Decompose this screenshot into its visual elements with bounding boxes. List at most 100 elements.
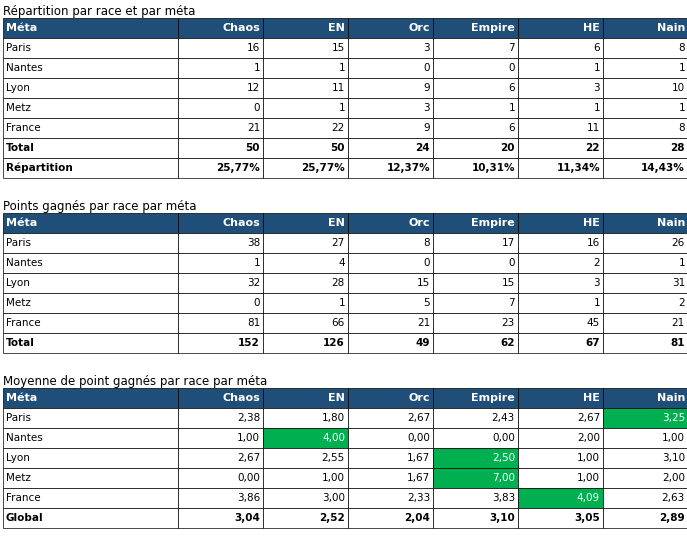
Text: 32: 32 bbox=[247, 278, 260, 288]
Bar bbox=[178, 293, 263, 313]
Text: HE: HE bbox=[583, 218, 600, 228]
Text: 2,67: 2,67 bbox=[407, 413, 430, 423]
Bar bbox=[3, 233, 178, 253]
Bar bbox=[3, 58, 178, 78]
Bar bbox=[348, 253, 433, 273]
Text: 27: 27 bbox=[332, 238, 345, 248]
Bar bbox=[603, 468, 687, 488]
Bar bbox=[348, 158, 433, 178]
Text: 38: 38 bbox=[247, 238, 260, 248]
Text: 15: 15 bbox=[502, 278, 515, 288]
Text: Empire: Empire bbox=[471, 218, 515, 228]
Bar bbox=[263, 313, 348, 333]
Text: 81: 81 bbox=[671, 338, 685, 348]
Text: 31: 31 bbox=[672, 278, 685, 288]
Bar bbox=[518, 18, 603, 38]
Text: 2,04: 2,04 bbox=[404, 513, 430, 523]
Bar bbox=[518, 428, 603, 448]
Text: Méta: Méta bbox=[6, 23, 37, 33]
Bar bbox=[178, 213, 263, 233]
Text: 8: 8 bbox=[678, 123, 685, 133]
Bar bbox=[518, 273, 603, 293]
Bar bbox=[348, 468, 433, 488]
Text: 1,67: 1,67 bbox=[407, 453, 430, 463]
Text: 1: 1 bbox=[594, 103, 600, 113]
Bar bbox=[3, 488, 178, 508]
Text: 11: 11 bbox=[587, 123, 600, 133]
Text: Total: Total bbox=[6, 143, 35, 153]
Text: 2,67: 2,67 bbox=[237, 453, 260, 463]
Bar bbox=[518, 138, 603, 158]
Bar bbox=[3, 428, 178, 448]
Text: Lyon: Lyon bbox=[6, 278, 30, 288]
Bar bbox=[433, 388, 518, 408]
Bar bbox=[433, 98, 518, 118]
Text: 15: 15 bbox=[332, 43, 345, 53]
Bar bbox=[3, 138, 178, 158]
Text: 2,63: 2,63 bbox=[662, 493, 685, 503]
Bar bbox=[3, 508, 178, 528]
Bar bbox=[603, 333, 687, 353]
Bar bbox=[603, 313, 687, 333]
Text: 1: 1 bbox=[594, 63, 600, 73]
Bar bbox=[263, 58, 348, 78]
Text: 7,00: 7,00 bbox=[492, 473, 515, 483]
Text: 5: 5 bbox=[423, 298, 430, 308]
Bar bbox=[518, 468, 603, 488]
Bar bbox=[603, 78, 687, 98]
Text: 4,00: 4,00 bbox=[322, 433, 345, 443]
Bar bbox=[348, 273, 433, 293]
Text: 2: 2 bbox=[678, 298, 685, 308]
Text: Total: Total bbox=[6, 338, 35, 348]
Bar bbox=[518, 38, 603, 58]
Text: 16: 16 bbox=[587, 238, 600, 248]
Text: 1,67: 1,67 bbox=[407, 473, 430, 483]
Text: 66: 66 bbox=[332, 318, 345, 328]
Text: 3: 3 bbox=[594, 83, 600, 93]
Bar bbox=[348, 488, 433, 508]
Bar bbox=[263, 213, 348, 233]
Text: 9: 9 bbox=[423, 83, 430, 93]
Bar bbox=[348, 388, 433, 408]
Text: 20: 20 bbox=[501, 143, 515, 153]
Text: 22: 22 bbox=[332, 123, 345, 133]
Text: 50: 50 bbox=[330, 143, 345, 153]
Bar bbox=[178, 233, 263, 253]
Text: 21: 21 bbox=[417, 318, 430, 328]
Text: 4,09: 4,09 bbox=[577, 493, 600, 503]
Text: 2,89: 2,89 bbox=[660, 513, 685, 523]
Text: 12: 12 bbox=[247, 83, 260, 93]
Bar bbox=[3, 213, 178, 233]
Text: 0: 0 bbox=[254, 103, 260, 113]
Text: 10,31%: 10,31% bbox=[471, 163, 515, 173]
Bar bbox=[263, 98, 348, 118]
Bar bbox=[518, 118, 603, 138]
Bar bbox=[3, 293, 178, 313]
Text: 25,77%: 25,77% bbox=[302, 163, 345, 173]
Bar bbox=[3, 388, 178, 408]
Text: 3: 3 bbox=[423, 43, 430, 53]
Text: 0: 0 bbox=[508, 63, 515, 73]
Bar bbox=[433, 293, 518, 313]
Text: 1: 1 bbox=[254, 258, 260, 268]
Bar bbox=[263, 333, 348, 353]
Text: Global: Global bbox=[6, 513, 44, 523]
Text: Empire: Empire bbox=[471, 23, 515, 33]
Text: 1: 1 bbox=[339, 298, 345, 308]
Bar bbox=[433, 213, 518, 233]
Text: 152: 152 bbox=[238, 338, 260, 348]
Text: 10: 10 bbox=[672, 83, 685, 93]
Bar bbox=[263, 273, 348, 293]
Text: 1: 1 bbox=[339, 63, 345, 73]
Bar bbox=[518, 78, 603, 98]
Bar bbox=[433, 508, 518, 528]
Text: 2,00: 2,00 bbox=[662, 473, 685, 483]
Text: France: France bbox=[6, 493, 41, 503]
Bar bbox=[348, 213, 433, 233]
Bar bbox=[3, 98, 178, 118]
Bar bbox=[518, 158, 603, 178]
Text: 1: 1 bbox=[594, 298, 600, 308]
Text: HE: HE bbox=[583, 23, 600, 33]
Text: 0: 0 bbox=[254, 298, 260, 308]
Bar bbox=[603, 273, 687, 293]
